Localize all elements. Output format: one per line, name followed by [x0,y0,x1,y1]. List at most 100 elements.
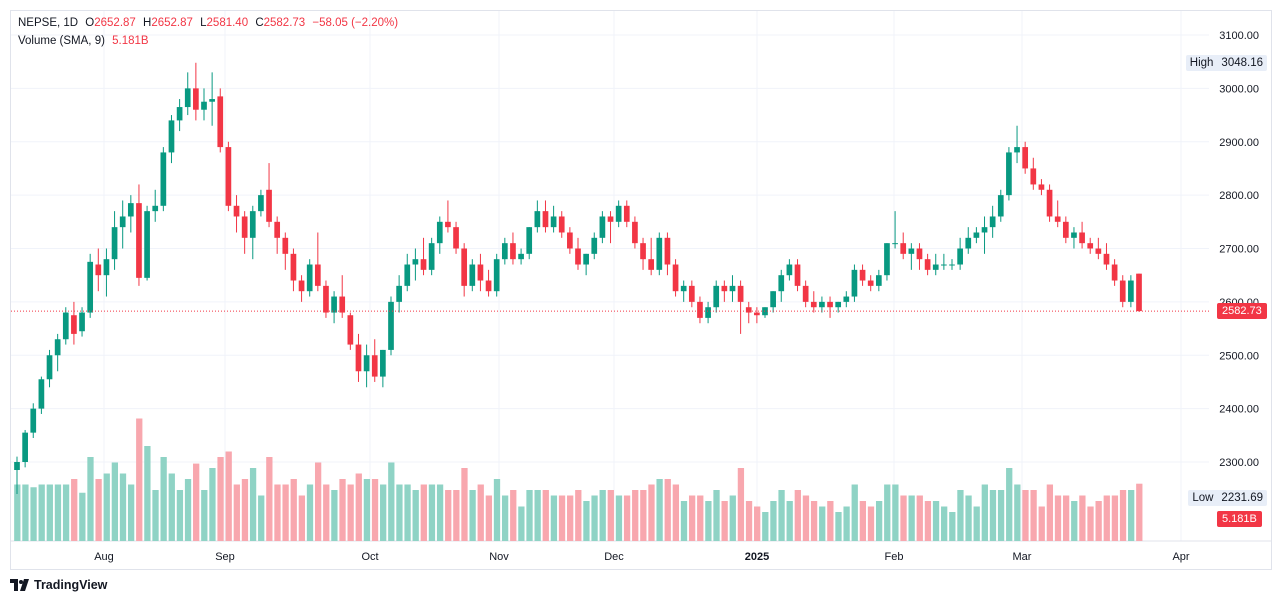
volume-bar [835,512,842,541]
candle-body [119,216,126,228]
volume-bar [1087,506,1094,541]
x-tick-label: Feb [885,551,904,563]
volume-bar [1095,501,1102,541]
volume-bar [875,501,883,541]
candle-body [453,227,459,249]
volume-bar [144,446,151,541]
candle-body [1119,280,1126,302]
candle-body [266,189,272,222]
candle-body [1111,264,1118,281]
high-marker: High 3048.16 [1185,55,1267,71]
price-axis[interactable]: 2300.002400.002500.002600.002700.002800.… [1219,30,1259,469]
candle-body [835,301,842,308]
candle-body [428,243,435,270]
candle-body [721,285,728,292]
volume-bar [924,501,932,541]
candle-body [420,259,427,270]
ohlc-legend: NEPSE, 1D O2652.87 H2652.87 L2581.40 C25… [18,17,399,29]
candle-body [38,379,45,409]
volume-bar [729,495,736,541]
candle-body [526,227,533,254]
volume-bar [111,462,119,541]
candle-body [144,211,150,278]
chart-frame[interactable] [10,10,1272,570]
high-marker-label: High [1189,57,1214,69]
volume-bar [623,495,631,541]
volume-bar [469,490,476,541]
candle-body [932,264,939,270]
candle-body [688,285,695,302]
volume-bar [957,490,964,541]
volume-bar [1030,490,1037,541]
candle-body [493,259,500,292]
volume-bar [461,468,468,541]
candle-body [680,285,687,292]
candle-body [127,203,134,217]
volume-bar [810,501,818,541]
volume-bar [664,479,671,541]
x-tick-label: Dec [604,551,624,563]
volume-bar [558,495,566,541]
low-value: 2581.40 [206,17,249,29]
candle-body [477,264,484,281]
interval-label[interactable]: 1D [63,17,79,29]
symbol-name[interactable]: NEPSE [18,17,57,29]
candle-body [355,344,362,372]
candle-body [201,101,207,110]
candle-body [973,232,980,238]
volume-bar [843,506,850,541]
volume-bar [38,484,45,541]
candle-body [298,280,305,292]
candle-body [656,237,663,270]
volume-bar [485,495,493,541]
candle-body [875,275,882,286]
volume-bar [176,490,184,541]
volume-bar [981,484,988,541]
volume-label[interactable]: Volume (SMA, 9) [18,35,105,47]
low-label: L [200,17,207,29]
candle-body [648,259,655,270]
candle-body [989,216,996,228]
candle-body [290,253,297,281]
candle-body [900,243,907,254]
candle-body [924,259,931,270]
volume-bar [640,490,647,541]
volume-bar [1128,490,1135,541]
candle-body [1006,152,1012,196]
candle-body [380,349,386,377]
volume-bar [737,468,745,541]
volume-bar [453,490,460,541]
volume-bar [412,490,419,541]
time-axis[interactable]: Aug Sep Oct Nov Dec 2025 Feb Mar Apr [94,551,1190,563]
candle-body [412,259,419,265]
volume-bar [371,479,379,541]
candle-body [1103,253,1110,265]
volume-bar [550,495,558,541]
candle-body [859,269,866,281]
change-value: −58.05 (−2.20%) [312,17,399,29]
volume-bar [786,501,793,541]
candle-body [542,211,549,228]
high-label: H [143,17,152,29]
volume-bar [119,473,127,541]
volume-legend: Volume (SMA, 9) 5.181B [18,35,149,47]
volume-bar [672,484,680,541]
volume-bar [754,506,761,541]
volume-bar [225,451,232,541]
volume-bar [95,479,102,541]
candle-body [1022,147,1029,169]
candle-body [103,259,110,276]
volume-bar [607,490,614,541]
candle-body [599,216,606,238]
volume-bar [282,484,289,541]
tradingview-logo[interactable]: TradingView [10,578,107,592]
volume-bar [688,495,696,541]
volume-bar [908,495,915,541]
volume-bar [721,501,728,541]
candle-body [282,237,289,254]
volume-bar [1006,468,1013,541]
volume-bar [347,484,354,541]
candle-body [54,339,61,356]
candle-body [241,216,248,238]
